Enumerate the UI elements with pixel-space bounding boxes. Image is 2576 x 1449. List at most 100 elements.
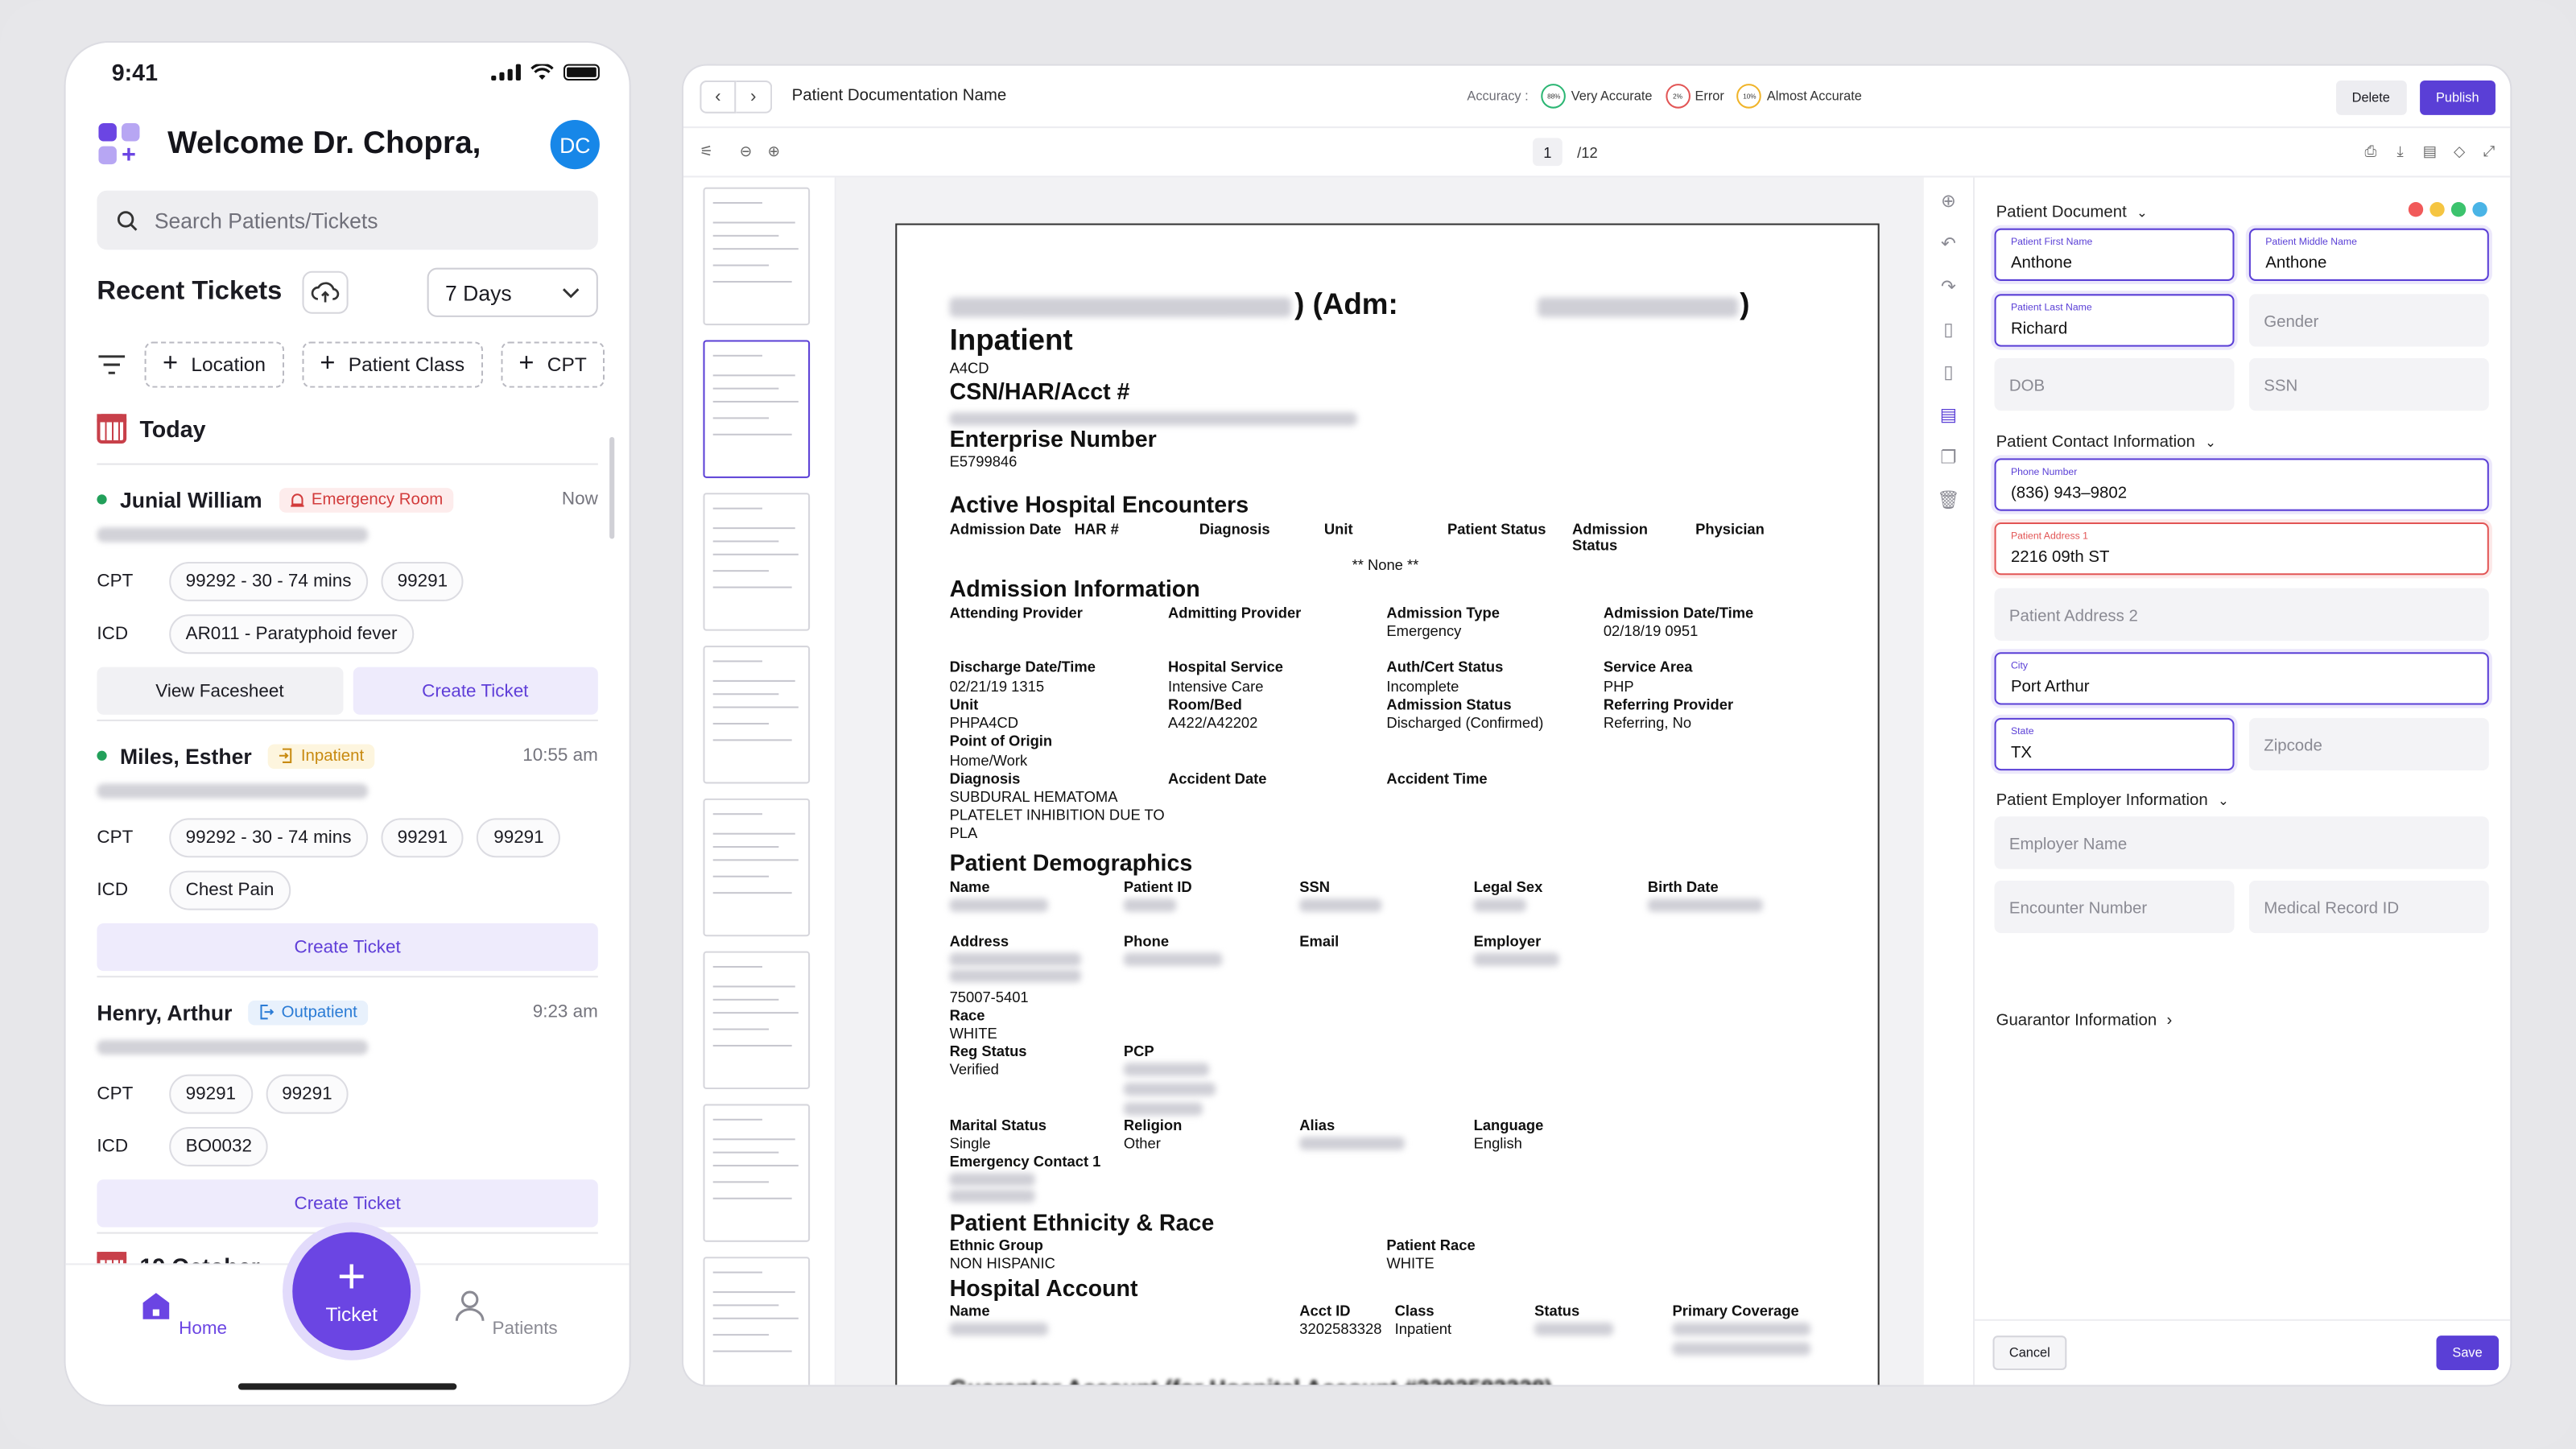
settings-sliders-icon[interactable]: ⚟	[700, 142, 713, 159]
adm-label: Unit	[949, 696, 979, 713]
medical-record-field[interactable]: Medical Record ID	[2248, 880, 2489, 934]
field-label: Patient First Name	[2010, 237, 2093, 249]
zipcode-field[interactable]: Zipcode	[2248, 717, 2489, 771]
redacted-ssn	[1299, 898, 1382, 912]
cpt-pill: 99291	[381, 817, 464, 857]
redacted-address	[949, 952, 1081, 966]
field-value[interactable]: TX	[2010, 744, 2033, 762]
door-exit-icon	[261, 1004, 275, 1020]
nav-patients[interactable]: Patients	[439, 1288, 570, 1339]
tag-icon[interactable]: ◇	[2453, 142, 2466, 159]
trash-icon[interactable]: 🗑	[1937, 491, 1960, 511]
dob-field[interactable]: DOB	[1994, 357, 2235, 411]
cpt-pill: 99291	[169, 1073, 253, 1113]
cancel-button[interactable]: Cancel	[1992, 1335, 2067, 1371]
field-value[interactable]: 2216 09th ST	[2010, 548, 2110, 568]
view-facesheet-button[interactable]: View Facesheet	[97, 667, 343, 715]
page-thumbnail[interactable]	[703, 646, 811, 784]
create-ticket-button[interactable]: Create Ticket	[352, 667, 598, 715]
copy-icon[interactable]: ❐	[1940, 448, 1957, 469]
cpt-label: CPT	[97, 571, 134, 591]
date-range-select[interactable]: 7 Days	[427, 267, 598, 317]
cloud-sync-button[interactable]	[301, 270, 348, 314]
encounter-number-field[interactable]: Encounter Number	[1994, 880, 2235, 934]
adm-label: Admitting Provider	[1168, 605, 1302, 621]
filter-patient-class-chip[interactable]: + Patient Class	[301, 341, 483, 388]
state-field[interactable]: State TX	[1994, 717, 2235, 771]
save-button[interactable]: Save	[2436, 1335, 2500, 1371]
file-icon[interactable]: ▤	[2422, 142, 2438, 159]
page-thumbnail-selected[interactable]	[703, 340, 811, 478]
undo-icon[interactable]: ↶	[1940, 234, 1956, 255]
first-name-field[interactable]: Patient First Name Anthone	[1994, 228, 2235, 281]
add-circle-icon[interactable]: ⊕	[1940, 192, 1956, 213]
app-logo-icon: +	[98, 123, 141, 169]
search-input[interactable]	[154, 208, 582, 233]
field-value[interactable]: Richard	[2010, 320, 2068, 339]
chevron-right-icon: ›	[2166, 1012, 2173, 1030]
nav-patients-label: Patients	[492, 1319, 558, 1340]
gender-field[interactable]: Gender	[2248, 294, 2489, 347]
employer-field[interactable]: Employer Name	[1994, 816, 2489, 869]
section-label: Guarantor Information	[1996, 1012, 2157, 1030]
col-patient-status: Patient Status	[1447, 520, 1546, 538]
file-download-icon[interactable]: ▯	[1943, 363, 1954, 383]
address2-field[interactable]: Patient Address 2	[1994, 588, 2489, 641]
field-value[interactable]: Anthone	[2265, 254, 2327, 273]
filter-location-chip[interactable]: + Location	[144, 341, 284, 388]
zoom-in-icon[interactable]: ⊕	[767, 142, 780, 159]
zoom-out-icon[interactable]: ⊖	[739, 142, 753, 159]
publish-button[interactable]: Publish	[2419, 80, 2496, 115]
ticket-card[interactable]: Miles, Esther Inpatient 10:55 am CPT 992…	[97, 737, 598, 972]
filter-icon[interactable]	[97, 355, 126, 374]
field-value[interactable]: Port Arthur	[2010, 678, 2090, 697]
back-button[interactable]: ‹	[700, 79, 737, 113]
delete-button[interactable]: Delete	[2335, 80, 2407, 115]
filter-cpt-chip[interactable]: + CPT	[500, 341, 605, 388]
document-viewer[interactable]: ) (Adm: ) Inpatient A4CD CSN/HAR/Acct # …	[836, 177, 1924, 1385]
file-add-icon[interactable]: ▯	[1943, 320, 1954, 341]
guarantor-section-toggle[interactable]: Guarantor Information ›	[1996, 1012, 2173, 1030]
page-thumbnail[interactable]	[703, 798, 811, 937]
ticket-card[interactable]: Junial William Emergency Room Now CPT 99…	[97, 481, 598, 715]
last-name-field[interactable]: Patient Last Name Richard	[1994, 294, 2235, 347]
contact-section-toggle[interactable]: Patient Contact Information ⌄	[1996, 434, 2216, 452]
chip-label: Location	[191, 353, 266, 377]
demo-label: Race	[949, 1007, 985, 1024]
patient-document-dropdown[interactable]: Patient Document ⌄	[1996, 204, 2148, 221]
scrollbar[interactable]	[609, 436, 615, 539]
search-bar[interactable]	[97, 190, 598, 250]
forward-button[interactable]: ›	[736, 79, 773, 113]
ssn-field[interactable]: SSN	[2248, 357, 2489, 411]
create-ticket-button[interactable]: Create Ticket	[97, 923, 598, 972]
print-icon[interactable]: ⎙	[2364, 142, 2377, 159]
field-value[interactable]: (836) 943–9802	[2010, 485, 2128, 503]
expand-icon[interactable]: ⤢	[2483, 142, 2496, 159]
city-field[interactable]: City Port Arthur	[1994, 652, 2489, 705]
address1-field[interactable]: Patient Address 1 2216 09th ST	[1994, 522, 2489, 576]
new-ticket-fab[interactable]: + Ticket	[292, 1232, 411, 1351]
page-thumbnail[interactable]	[703, 187, 811, 326]
avatar[interactable]: DC	[550, 119, 600, 170]
employer-section-toggle[interactable]: Patient Employer Information ⌄	[1996, 792, 2229, 810]
encounters-heading: Active Hospital Encounters	[949, 491, 1249, 518]
page-thumbnail[interactable]	[703, 1257, 811, 1385]
patient-form-panel: Patient Document ⌄ Patient First Name An…	[1975, 177, 2511, 1385]
page-number-input[interactable]: 1	[1533, 138, 1563, 167]
recent-tickets-header: Recent Tickets 7 Days	[97, 267, 598, 317]
demo-label: Patient ID	[1123, 878, 1192, 896]
middle-name-field[interactable]: Patient Middle Name Anthone	[2248, 228, 2489, 281]
field-value[interactable]: Anthone	[2010, 254, 2072, 273]
adm-value: Referring, No	[1603, 714, 1692, 732]
phone-field[interactable]: Phone Number (836) 943–9802	[1994, 458, 2489, 511]
notes-icon[interactable]: ▤	[1939, 406, 1958, 426]
nav-home[interactable]: Home	[117, 1288, 248, 1339]
ticket-card[interactable]: Henry, Arthur Outpatient 9:23 am CPT 992…	[97, 994, 598, 1228]
page-thumbnail[interactable]	[703, 951, 811, 1090]
page-thumbnail[interactable]	[703, 1104, 811, 1242]
redo-icon[interactable]: ↷	[1940, 277, 1956, 298]
download-icon[interactable]: ⤓	[2396, 142, 2404, 159]
create-ticket-button[interactable]: Create Ticket	[97, 1179, 598, 1228]
field-placeholder: Zipcode	[2264, 737, 2322, 756]
page-thumbnail[interactable]	[703, 493, 811, 631]
